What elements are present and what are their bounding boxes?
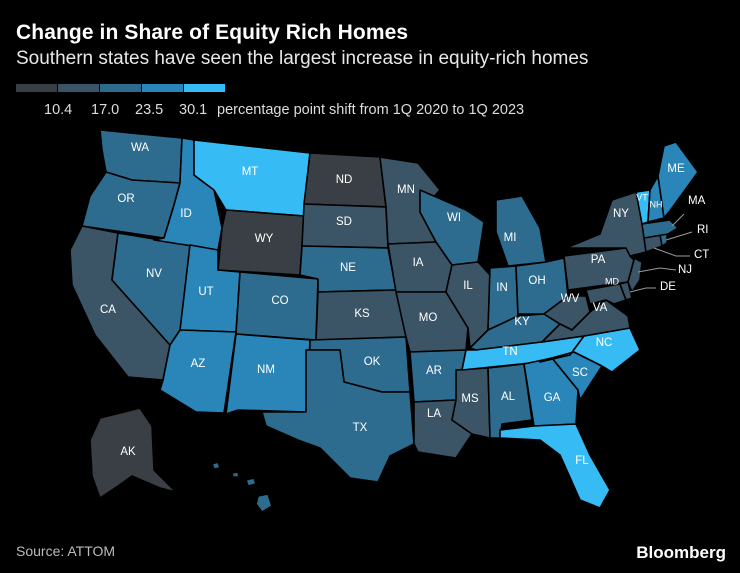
state-label: NH — [650, 199, 663, 209]
state-label: CO — [271, 295, 288, 307]
state-label: GA — [544, 392, 561, 404]
state-VA — [541, 299, 631, 343]
state-label: NM — [257, 364, 275, 376]
state-label: NV — [146, 268, 162, 280]
chart-subtitle: Southern states have seen the largest in… — [16, 48, 589, 69]
state-label: LA — [427, 408, 441, 420]
state-label: ND — [336, 174, 353, 186]
state-label: PA — [591, 254, 606, 266]
state-label: FL — [575, 455, 589, 467]
state-label: MD — [605, 276, 619, 286]
state-label: NC — [596, 337, 613, 349]
state-NM — [225, 333, 311, 415]
state-label: KY — [514, 316, 530, 328]
external-labels: MA RI CT NJ DE — [629, 195, 709, 293]
state-label: KS — [354, 308, 370, 320]
state-label: TX — [353, 422, 368, 434]
state-label: OH — [528, 275, 545, 287]
legend-tick: 23.5 — [135, 102, 164, 118]
state-label: CT — [694, 249, 709, 261]
leader-line — [637, 267, 677, 273]
legend-tick: 10.4 — [44, 102, 73, 118]
state-label: MN — [397, 184, 415, 196]
legend-unit: percentage point shift from 1Q 2020 to 1… — [217, 102, 525, 118]
state-labels: WA OR CA NV ID MT WY UT AZ CO NM ND SD N… — [100, 142, 685, 467]
source-note: Source: ATTOM — [16, 543, 116, 559]
state-FL — [499, 423, 611, 509]
bloomberg-logo: Bloomberg — [636, 543, 726, 562]
state-label: AL — [501, 391, 516, 403]
state-label: UT — [198, 286, 213, 298]
state-label: VA — [593, 302, 608, 314]
state-label: DE — [660, 281, 676, 293]
legend-swatch-4 — [142, 84, 183, 92]
hawaii-island — [255, 493, 273, 513]
state-label: NJ — [678, 264, 692, 276]
state-label: ID — [180, 208, 192, 220]
state-label: SD — [336, 216, 352, 228]
leader-line — [665, 231, 693, 241]
state-AK — [89, 407, 177, 499]
state-label: OR — [117, 193, 134, 205]
state-label: NY — [613, 208, 629, 220]
state-label: IN — [496, 282, 508, 294]
state-label: MA — [688, 195, 706, 207]
hawaii-island — [245, 477, 257, 487]
leader-line — [671, 213, 685, 227]
state-label: TN — [502, 346, 517, 358]
state-label: AK — [120, 446, 136, 458]
state-label: WY — [255, 233, 274, 245]
state-label: IA — [413, 257, 424, 269]
state-label: CA — [100, 304, 116, 316]
state-ME — [657, 141, 699, 219]
state-label: WI — [447, 212, 461, 224]
state-label: IL — [463, 280, 473, 292]
state-label: OK — [364, 356, 381, 368]
state-MI — [495, 195, 547, 267]
state-label: AR — [426, 365, 442, 377]
state-label: MO — [419, 312, 438, 324]
state-NC — [539, 327, 641, 373]
hawaii-island — [231, 471, 240, 478]
legend-swatch-5 — [184, 84, 225, 92]
state-AZ — [159, 329, 237, 414]
legend-color-scale — [16, 84, 226, 92]
state-label: RI — [697, 224, 709, 236]
legend-swatch-2 — [58, 84, 99, 92]
hawaii-island — [211, 461, 221, 470]
state-label: WA — [131, 142, 149, 154]
state-label: SC — [572, 367, 588, 379]
state-label: VT — [636, 192, 648, 202]
state-NY — [565, 191, 647, 257]
state-label: MT — [242, 166, 259, 178]
state-label: MI — [504, 232, 517, 244]
leader-line — [653, 247, 690, 257]
leader-line — [629, 287, 656, 293]
legend-swatch-1 — [16, 84, 57, 92]
chart-title: Change in Share of Equity Rich Homes — [16, 21, 409, 44]
state-label: AZ — [191, 358, 206, 370]
legend-tick: 17.0 — [91, 102, 120, 118]
state-label: ME — [667, 163, 685, 175]
state-WY — [217, 209, 305, 276]
state-label: WV — [561, 293, 580, 305]
state-label: MS — [461, 393, 479, 405]
legend-swatch-3 — [100, 84, 141, 92]
state-HI — [211, 461, 273, 513]
state-MA — [641, 219, 679, 239]
legend-tick: 30.1 — [179, 102, 208, 118]
state-TX — [261, 349, 415, 483]
state-label: NE — [340, 262, 356, 274]
